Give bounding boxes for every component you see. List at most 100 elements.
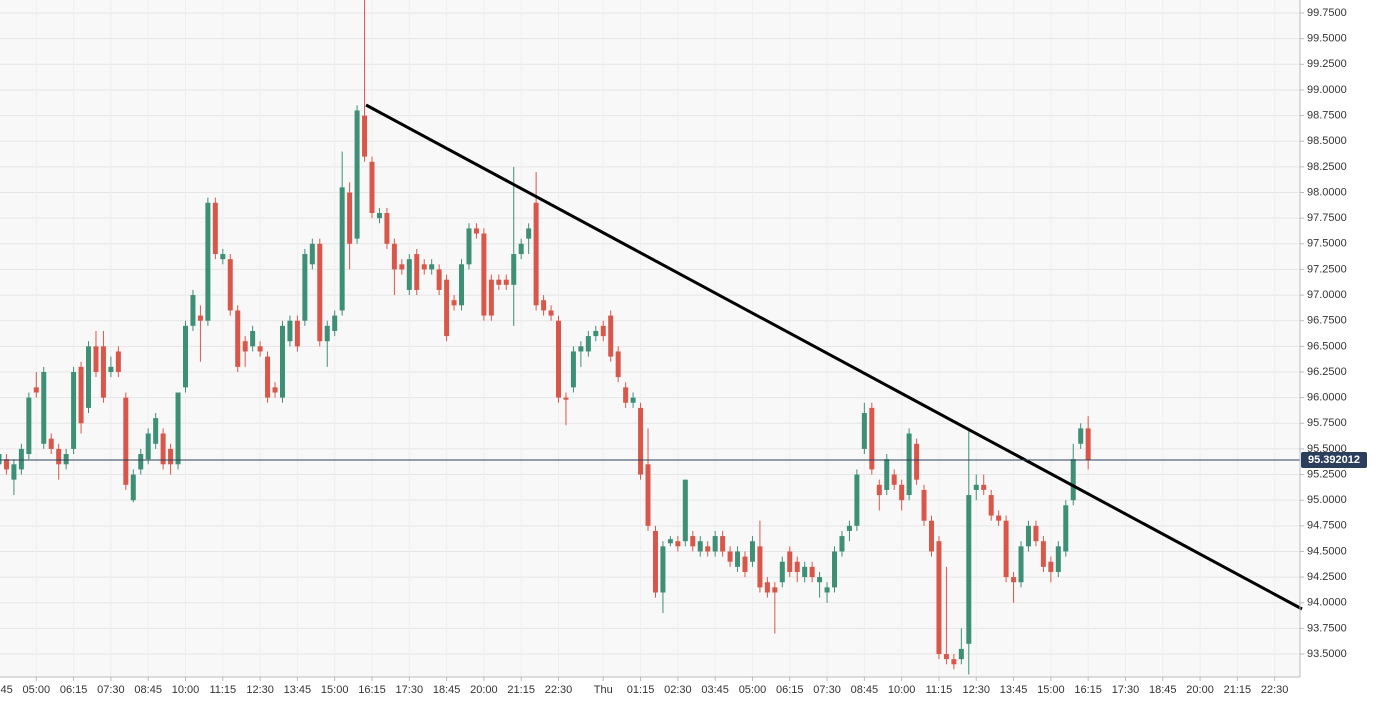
candle-body [1078,428,1084,444]
candle-body [1048,561,1054,572]
x-tick-label: 15:00 [1037,684,1065,696]
candle-body [899,484,905,501]
candle-body [3,459,9,470]
y-tick-label: 99.0000 [1307,84,1347,96]
x-tick-label: 06:15 [60,684,88,696]
candle-body [160,433,166,465]
candle-body [548,310,554,316]
candle-body [436,269,442,290]
candle-body [779,561,785,583]
candle-body [846,525,852,531]
candle-body [429,264,435,270]
candle-body [26,397,32,455]
x-tick-label: 17:30 [396,684,424,696]
candle-body [1070,459,1076,501]
candle-body [63,454,69,465]
candle-body [391,243,397,270]
x-tick-label: 03:45 [701,684,729,696]
x-tick-label: 11:15 [209,684,236,696]
candle-body [757,546,763,588]
candle-body [481,233,487,316]
x-tick-label: 20:00 [470,684,498,696]
y-tick-label: 96.0000 [1307,392,1347,404]
candle-body [496,279,502,285]
y-tick-label: 97.0000 [1307,289,1347,301]
candle-body [250,330,256,347]
candle-body [854,474,860,526]
candle-body [578,346,584,352]
y-tick-label: 96.2500 [1307,366,1347,378]
candle-body [705,546,711,552]
candle-body [473,228,479,234]
candle-body [78,366,84,424]
candle-body [563,397,569,400]
candle-body [130,474,136,501]
candle-body [667,539,673,544]
y-tick-label: 95.2500 [1307,468,1347,480]
candle-body [660,546,666,593]
candle-body [1003,520,1009,578]
candle-body [362,115,368,157]
candle-body [41,371,47,444]
candle-body [138,454,144,470]
x-tick-label: 21:15 [507,684,535,696]
x-tick-label: 10:00 [172,684,200,696]
y-tick-label: 99.7500 [1307,7,1347,19]
candle-body [108,366,114,372]
x-tick-label: 22:30 [545,684,573,696]
candle-body [839,536,845,552]
candle-body [929,520,934,552]
candle-body [556,320,561,398]
candle-body [675,541,681,547]
candle-body [71,371,77,449]
candle-body [958,648,964,660]
candle-body [526,228,532,239]
candle-body [593,330,599,337]
y-tick-label: 97.2500 [1307,263,1347,275]
y-tick-label: 95.0000 [1307,494,1347,506]
candle-body [533,202,539,306]
y-tick-label: 97.7500 [1307,212,1347,224]
candle-body [205,202,211,321]
candle-body [406,259,412,290]
candle-body [93,346,99,372]
candle-body [384,213,390,244]
y-tick-label: 98.5000 [1307,135,1347,147]
x-tick-label: 08:45 [851,684,879,696]
candle-body [376,213,382,219]
y-tick-label: 97.5000 [1307,238,1347,250]
candle-body [197,315,203,321]
candle-body [309,243,315,265]
candle-body [981,484,987,490]
candle-body [1040,541,1046,567]
x-tick-label: 06:15 [776,684,804,696]
candle-body [861,413,867,449]
candle-body [347,192,353,244]
candle-body [444,279,450,337]
candle-body [735,551,741,567]
candle-body [153,418,159,444]
candle-body [936,541,942,655]
candle-body [317,243,323,342]
candle-body [451,300,457,306]
candle-body [33,387,39,393]
candle-body [824,587,830,593]
candle-body [1025,525,1031,547]
candle-body [690,536,696,547]
candle-body [518,243,524,255]
x-tick-label: 17:30 [1112,684,1140,696]
y-tick-label: 94.2500 [1307,571,1347,583]
candle-body [615,351,621,378]
candle-body [727,551,733,562]
candle-body [279,325,285,398]
candle-body [265,356,271,398]
candle-body [876,484,882,496]
candle-body [1033,525,1039,542]
y-tick-label: 98.2500 [1307,161,1347,173]
x-tick-label: 21:15 [1224,684,1252,696]
candle-body [630,397,636,403]
candle-body [183,325,188,388]
candle-body [0,454,2,465]
